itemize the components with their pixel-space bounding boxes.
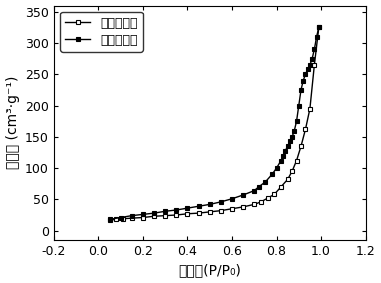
脱附等温线 — [312, 48, 317, 51]
吸附等温线 — [219, 209, 223, 212]
脱附等温线 — [256, 185, 261, 188]
Y-axis label: 吸附量 (cm³·g⁻¹): 吸附量 (cm³·g⁻¹) — [6, 76, 19, 170]
吸附等温线 — [303, 128, 308, 131]
脱附等温线 — [288, 140, 292, 143]
脱附等温线 — [141, 213, 145, 216]
脱附等温线 — [279, 159, 283, 162]
吸附等温线 — [230, 207, 234, 211]
吸附等温线 — [241, 205, 245, 209]
脱附等温线 — [307, 63, 312, 67]
Line: 脱附等温线: 脱附等温线 — [107, 25, 321, 222]
脱附等温线 — [294, 119, 299, 123]
吸附等温线 — [141, 216, 145, 219]
Line: 吸附等温线: 吸附等温线 — [107, 25, 321, 222]
吸附等温线 — [272, 193, 277, 196]
脱附等温线 — [303, 73, 308, 76]
脱附等温线 — [274, 166, 279, 170]
脱附等温线 — [263, 180, 268, 184]
脱附等温线 — [230, 197, 234, 200]
脱附等温线 — [306, 68, 310, 71]
吸附等温线 — [152, 215, 156, 218]
脱附等温线 — [290, 135, 295, 139]
吸附等温线 — [265, 196, 270, 200]
脱附等温线 — [299, 88, 303, 92]
吸附等温线 — [285, 178, 290, 181]
吸附等温线 — [312, 63, 317, 67]
吸附等温线 — [185, 212, 190, 215]
脱附等温线 — [317, 26, 321, 29]
吸附等温线 — [107, 218, 112, 222]
X-axis label: 分压点(P/P₀): 分压点(P/P₀) — [178, 263, 241, 277]
吸附等温线 — [120, 217, 125, 220]
脱附等温线 — [301, 79, 306, 82]
脱附等温线 — [314, 35, 319, 38]
吸附等温线 — [130, 216, 134, 220]
脱附等温线 — [281, 154, 285, 157]
脱附等温线 — [310, 57, 314, 60]
脱附等温线 — [163, 210, 168, 213]
脱附等温线 — [152, 211, 156, 215]
吸附等温线 — [196, 211, 201, 215]
脱附等温线 — [130, 214, 134, 217]
吸附等温线 — [279, 185, 283, 188]
吸附等温线 — [163, 214, 168, 217]
吸附等温线 — [299, 145, 303, 148]
脱附等温线 — [174, 208, 179, 212]
吸附等温线 — [207, 210, 212, 214]
脱附等温线 — [196, 205, 201, 208]
脱附等温线 — [270, 173, 274, 176]
脱附等温线 — [292, 129, 296, 132]
吸附等温线 — [174, 213, 179, 217]
吸附等温线 — [307, 107, 312, 110]
脱附等温线 — [207, 203, 212, 206]
吸附等温线 — [317, 26, 321, 29]
脱附等温线 — [283, 149, 288, 152]
吸附等温线 — [252, 203, 256, 206]
脱附等温线 — [219, 200, 223, 203]
脱附等温线 — [296, 104, 301, 107]
脱附等温线 — [285, 145, 290, 148]
吸附等温线 — [294, 159, 299, 162]
脱附等温线 — [118, 216, 123, 219]
脱附等温线 — [185, 206, 190, 210]
Legend: 吸附等温线, 脱附等温线: 吸附等温线, 脱附等温线 — [60, 12, 142, 52]
吸附等温线 — [259, 200, 263, 203]
脱附等温线 — [107, 218, 112, 221]
吸附等温线 — [290, 170, 295, 173]
脱附等温线 — [252, 189, 256, 192]
脱附等温线 — [241, 193, 245, 197]
吸附等温线 — [114, 218, 118, 221]
